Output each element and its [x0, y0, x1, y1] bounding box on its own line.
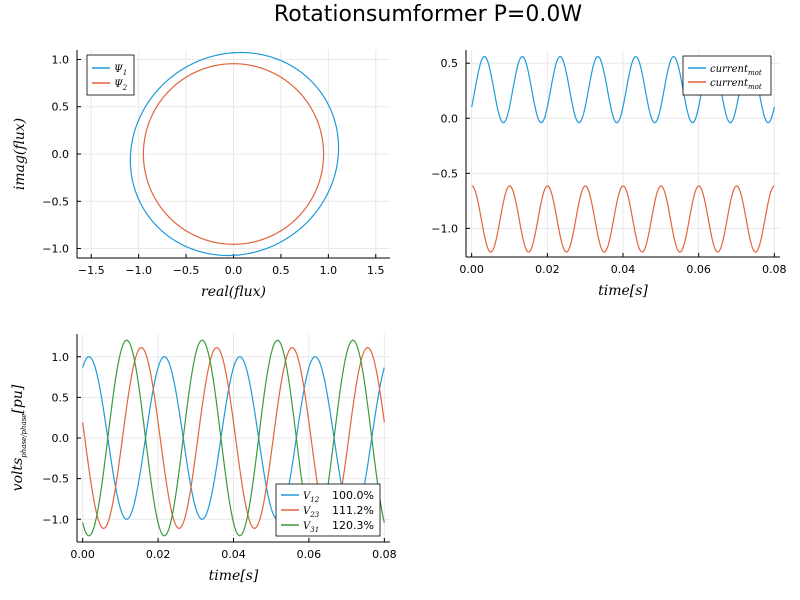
y-axis-label: imag(flux)	[12, 118, 28, 190]
x-tick-label: 0.04	[611, 263, 636, 276]
y-axis-label-suffix: [pu]	[10, 384, 26, 413]
y-tick-label: 0.5	[52, 101, 70, 114]
legend: V12 100.0%V23 111.2%V31 120.3%	[276, 484, 380, 536]
x-axis-label: time[s]	[209, 568, 259, 584]
x-axis-label: real(flux)	[201, 284, 266, 300]
legend-entry-sub: 2	[122, 84, 128, 92]
y-tick-label: −1.0	[42, 243, 69, 256]
legend-percent: 100.0%	[332, 489, 374, 502]
y-tick-label: −1.0	[431, 222, 458, 235]
voltage-panel: 0.00 0.02 0.04 0.06 0.08 −1.0 −0.5 0.0 0.5 1.0 tim…	[10, 334, 397, 584]
legend-entry-sub: 31	[310, 526, 319, 534]
current-panel: 0.00 0.02 0.04 0.06 0.08 −1.0 −0.5 0.0 0.5 time[s…	[431, 50, 786, 299]
x-tick-label: 0.00	[70, 548, 95, 561]
legend-entry-sub: 12	[310, 496, 319, 504]
y-tick-label: 0.0	[441, 112, 459, 125]
legend-entry-sub: 1	[123, 69, 127, 77]
y-axis-label-base: volts	[10, 458, 26, 492]
legend-entry-base: current	[710, 78, 749, 89]
x-axis-label: time[s]	[598, 283, 648, 299]
y-tick-label: −0.5	[431, 167, 458, 180]
x-tick-label: 1.5	[367, 264, 385, 277]
x-tick-label: 0.00	[459, 263, 484, 276]
x-tick-label: 0.5	[272, 264, 290, 277]
y-tick-label: 0.5	[441, 57, 459, 70]
x-tick-label: 0.0	[225, 264, 243, 277]
x-tick-label: 0.08	[762, 263, 787, 276]
y-tick-label: −0.5	[42, 195, 69, 208]
y-tick-label: 0.0	[52, 148, 70, 161]
x-tick-label: 0.02	[535, 263, 560, 276]
legend-percent: 120.3%	[332, 519, 374, 532]
x-tick-label: 0.08	[372, 548, 397, 561]
x-tick-label: −1.5	[78, 264, 105, 277]
legend-percent: 111.2%	[332, 504, 374, 517]
legend-entry-sub: 23	[309, 511, 319, 519]
x-tick-label: 0.04	[221, 548, 246, 561]
y-tick-label: 0.5	[52, 391, 70, 404]
y-axis-label-sub: phase/phase	[20, 414, 28, 458]
legend-entry-base: current	[710, 64, 749, 75]
y-tick-label: 1.0	[52, 351, 70, 364]
y-tick-label: −1.0	[42, 513, 69, 526]
x-tick-label: 0.02	[146, 548, 171, 561]
legend-entry-sub: mot	[748, 69, 762, 77]
legend-entry-sub: mot	[748, 83, 762, 91]
y-tick-label: −0.5	[42, 473, 69, 486]
y-tick-label: 0.0	[52, 432, 70, 445]
x-tick-label: −0.5	[173, 264, 200, 277]
y-axis-label: voltsphase/phase[pu]	[10, 384, 28, 491]
x-tick-label: 0.06	[686, 263, 711, 276]
y-tick-label: 1.0	[52, 53, 70, 66]
x-tick-label: 0.06	[297, 548, 322, 561]
x-tick-label: 1.0	[320, 264, 338, 277]
flux-panel: −1.5 −1.0 −0.5 0.0 0.5 1.0 1.5 −1.0 −0.5 0.0 0.5 1.…	[12, 50, 390, 300]
figure-title: Rotationsumformer P=0.0W	[274, 2, 582, 27]
x-tick-label: −1.0	[125, 264, 152, 277]
